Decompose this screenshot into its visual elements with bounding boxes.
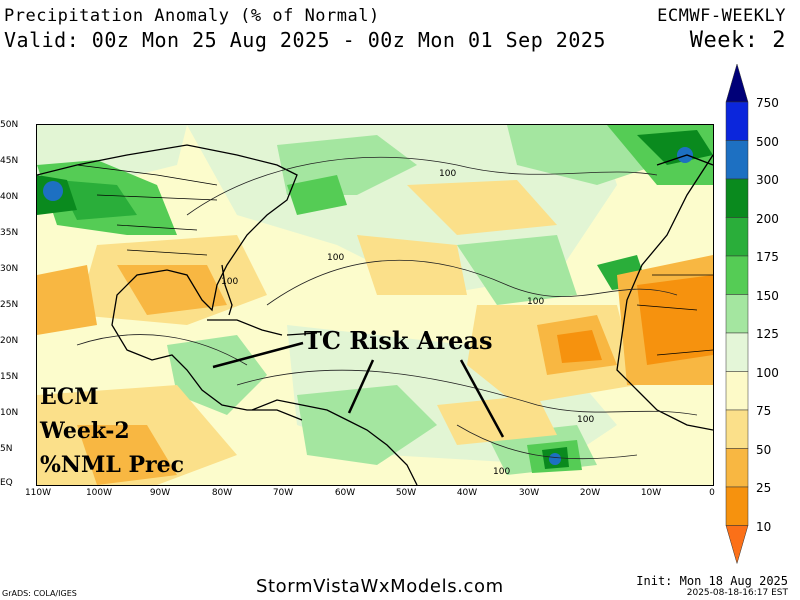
colorbar-segment <box>725 140 749 180</box>
colorbar-segment <box>725 486 749 526</box>
lon-tick: 90W <box>149 488 171 498</box>
colorbar-label: 150 <box>756 289 779 303</box>
lat-tick: 20N <box>0 336 19 346</box>
colorbar-label: 75 <box>756 404 772 418</box>
colorbar-segment <box>725 178 749 218</box>
site-credit: StormVistaWxModels.com <box>256 576 504 597</box>
lat-tick: 25N <box>0 300 19 310</box>
map-title: Precipitation Anomaly (% of Normal) <box>4 6 380 26</box>
anomaly-shading <box>37 125 713 485</box>
ecm-week-label: Week-2 <box>40 418 130 444</box>
colorbar-segment <box>725 332 749 372</box>
lat-tick: 10N <box>0 408 19 418</box>
colorbar-segment <box>725 409 749 449</box>
tc-arrows <box>212 341 505 438</box>
map-canvas <box>37 125 713 485</box>
lat-tick: 40N <box>0 192 19 202</box>
ecm-label: ECM <box>40 384 99 410</box>
colorbar-label: 25 <box>756 481 772 495</box>
lon-tick: 110W <box>24 488 52 498</box>
colorbar-segment <box>725 64 749 103</box>
lon-tick: 70W <box>272 488 294 498</box>
lon-tick: 80W <box>211 488 233 498</box>
lon-tick: 20W <box>579 488 601 498</box>
lat-tick: 35N <box>0 228 19 238</box>
grads-credit: GrADS: COLA/IGES <box>2 589 77 598</box>
forecast-week: Week: 2 <box>689 28 786 53</box>
timestamp: 2025-08-18-16:17 EST <box>686 588 788 598</box>
colorbar-segment <box>725 255 749 295</box>
contour-label: 100 <box>527 297 545 307</box>
colorbar-label: 300 <box>756 173 779 187</box>
lon-tick: 10W <box>640 488 662 498</box>
lat-tick: 45N <box>0 156 19 166</box>
lat-tick: 5N <box>0 444 13 454</box>
lat-tick: EQ <box>0 478 13 488</box>
contour-label: 100 <box>221 277 239 287</box>
lon-tick: 0 <box>709 488 715 498</box>
contours-100 <box>76 156 698 460</box>
coastlines <box>37 144 713 485</box>
colorbar-label: 10 <box>756 520 772 534</box>
init-time: Init: Mon 18 Aug 2025 <box>636 574 788 588</box>
lat-tick: 15N <box>0 372 19 382</box>
lon-tick: 100W <box>85 488 113 498</box>
contour-label: 100 <box>493 467 511 477</box>
valid-period: Valid: 00z Mon 25 Aug 2025 - 00z Mon 01 … <box>4 28 606 52</box>
colorbar-label: 175 <box>756 250 779 264</box>
colorbar-segment <box>725 371 749 411</box>
model-name: ECMWF-WEEKLY <box>657 6 786 26</box>
lat-tick: 50N <box>0 120 19 130</box>
lon-tick: 40W <box>456 488 478 498</box>
lon-tick: 50W <box>395 488 417 498</box>
lon-tick: 30W <box>518 488 540 498</box>
contour-label: 100 <box>327 253 345 263</box>
precipitation-anomaly-map: 100 100 100 100 100 100 <box>36 124 714 486</box>
lon-tick: 60W <box>334 488 356 498</box>
lat-tick: 30N <box>0 264 19 274</box>
tc-risk-label: TC Risk Areas <box>304 326 493 355</box>
colorbar-label: 500 <box>756 135 779 149</box>
colorbar-segment <box>725 217 749 257</box>
colorbar-segment <box>725 525 749 565</box>
colorbar-label: 50 <box>756 443 772 457</box>
colorbar-label: 200 <box>756 212 779 226</box>
colorbar-label: 100 <box>756 366 779 380</box>
colorbar-segment <box>725 448 749 488</box>
colorbar-segment <box>725 294 749 334</box>
colorbar-label: 750 <box>756 96 779 110</box>
contour-label: 100 <box>439 169 457 179</box>
colorbar <box>725 64 749 565</box>
colorbar-segment <box>725 101 749 141</box>
ecm-prec-label: %NML Prec <box>40 452 185 478</box>
colorbar-label: 125 <box>756 327 779 341</box>
contour-label: 100 <box>577 415 595 425</box>
